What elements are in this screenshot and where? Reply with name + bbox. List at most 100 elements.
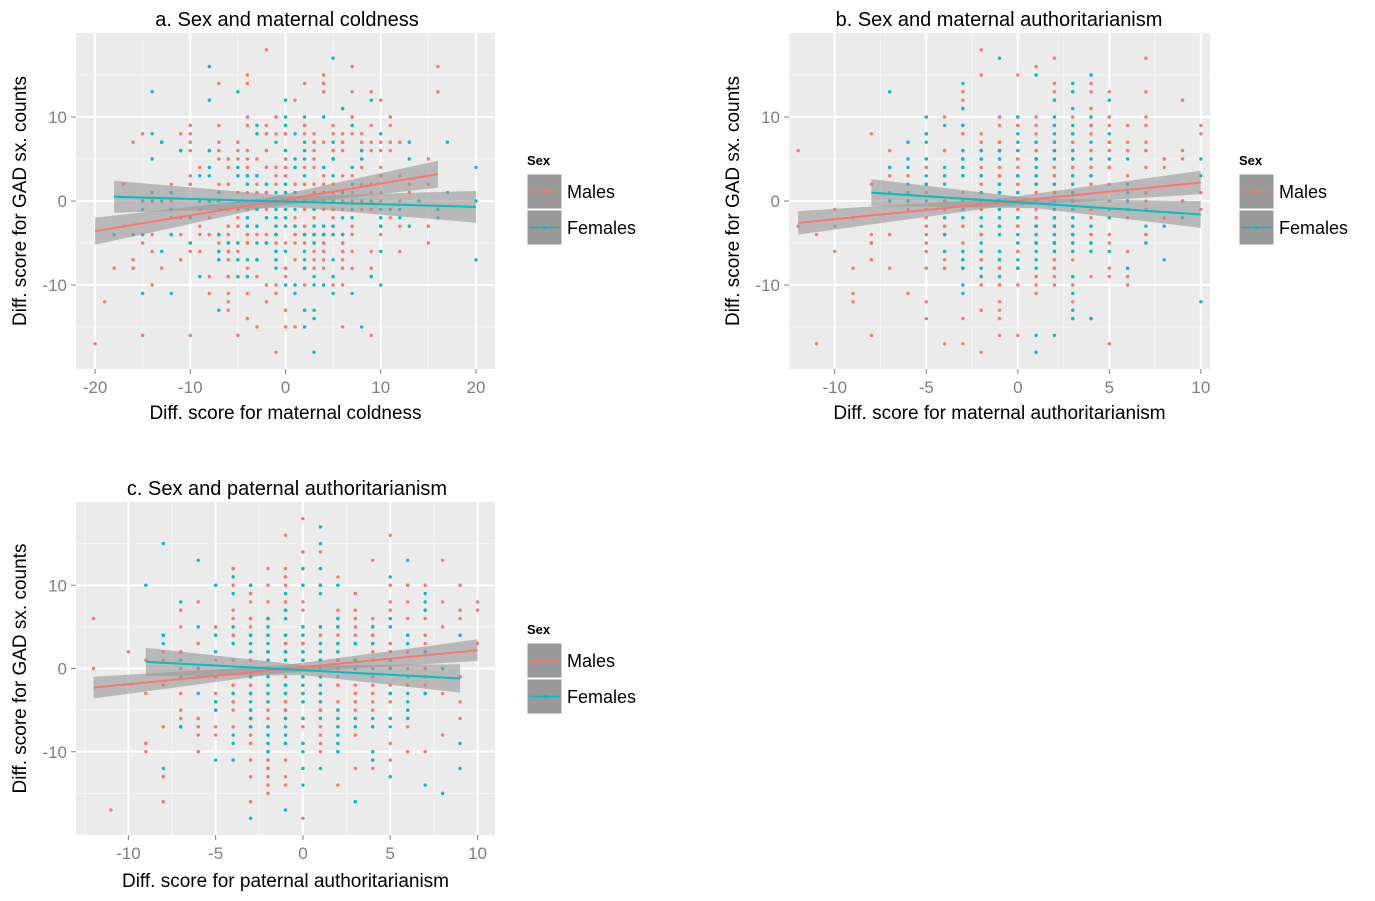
female-point <box>318 641 323 646</box>
female-point <box>231 741 235 746</box>
male-point <box>91 666 96 671</box>
female-point <box>423 608 427 612</box>
male-point <box>997 266 1002 270</box>
female-point <box>231 641 235 646</box>
female-point <box>318 583 323 587</box>
male-point <box>336 700 340 704</box>
male-point <box>245 165 250 170</box>
female-point <box>1052 333 1057 338</box>
female-point <box>207 98 212 102</box>
female-point <box>266 683 270 687</box>
male-point <box>924 224 928 228</box>
female-point <box>371 725 375 729</box>
male-point <box>1034 216 1038 220</box>
male-point <box>1016 73 1020 77</box>
male-point <box>188 174 192 178</box>
male-point <box>207 274 212 279</box>
female-point <box>301 766 305 771</box>
female-point <box>474 165 478 170</box>
male-point <box>388 216 392 220</box>
female-point <box>318 525 323 529</box>
female-point <box>961 106 965 111</box>
female-point <box>1071 123 1075 128</box>
male-point <box>318 750 323 754</box>
male-point <box>301 725 305 729</box>
female-point <box>321 165 326 170</box>
male-point <box>1034 291 1038 296</box>
female-point <box>255 241 259 245</box>
male-point <box>245 316 250 321</box>
female-point <box>248 633 253 637</box>
male-point <box>371 766 375 771</box>
male-point <box>1016 224 1020 228</box>
male-point <box>126 650 131 654</box>
female-point <box>248 700 253 704</box>
male-point <box>336 608 340 612</box>
male-point <box>887 266 892 270</box>
male-point <box>226 300 231 304</box>
female-point <box>161 641 165 646</box>
female-point <box>302 174 307 178</box>
male-point <box>979 132 983 136</box>
female-point <box>266 700 270 704</box>
y-tick-label: -10 <box>755 276 780 295</box>
female-point <box>283 148 288 153</box>
male-point <box>458 608 462 612</box>
female-point <box>283 658 288 662</box>
male-point <box>264 232 269 237</box>
male-point <box>274 174 278 178</box>
male-point <box>340 283 345 287</box>
male-point <box>283 566 288 571</box>
female-point <box>179 148 183 153</box>
male-point <box>353 700 358 704</box>
legend: Sex Males Females <box>526 153 636 246</box>
female-point <box>997 249 1002 254</box>
female-point <box>1071 216 1075 220</box>
female-point <box>1034 165 1038 170</box>
female-point <box>1052 132 1057 136</box>
male-point <box>887 148 892 153</box>
female-point <box>266 650 270 654</box>
female-point <box>1034 249 1038 254</box>
male-point <box>1162 165 1166 170</box>
female-point <box>245 274 250 279</box>
male-point <box>293 182 297 186</box>
female-point <box>979 157 983 161</box>
male-point <box>398 140 402 144</box>
female-point <box>1089 241 1093 245</box>
female-point <box>1089 249 1093 254</box>
female-point <box>169 291 173 296</box>
male-point <box>423 616 427 621</box>
female-point <box>1071 148 1075 153</box>
y-tick-label: 0 <box>58 192 67 211</box>
male-point <box>436 64 440 69</box>
panel-c: -10 -5 0 5 10 -10 0 10 c. Sex and paternal autho… <box>10 478 636 892</box>
male-point <box>248 800 253 804</box>
female-point <box>353 800 358 804</box>
female-point <box>1071 291 1075 296</box>
male-point <box>144 691 148 696</box>
male-point <box>979 350 983 354</box>
female-point <box>406 558 410 562</box>
male-point <box>91 616 96 621</box>
male-point <box>248 775 253 779</box>
female-point <box>336 716 340 721</box>
female-point <box>283 608 288 612</box>
female-point <box>274 190 278 195</box>
female-point <box>302 258 307 262</box>
female-point <box>283 616 288 621</box>
male-point <box>350 249 354 254</box>
female-point <box>1034 157 1038 161</box>
male-point <box>340 140 345 144</box>
female-point <box>336 625 340 629</box>
female-point <box>144 583 148 587</box>
male-point <box>1144 115 1148 119</box>
female-point <box>388 625 392 629</box>
male-point <box>283 583 288 587</box>
male-point <box>318 633 323 637</box>
male-point <box>1052 266 1057 270</box>
female-point <box>283 741 288 746</box>
male-point <box>436 90 440 94</box>
female-point <box>301 633 305 637</box>
female-point <box>1162 258 1166 262</box>
